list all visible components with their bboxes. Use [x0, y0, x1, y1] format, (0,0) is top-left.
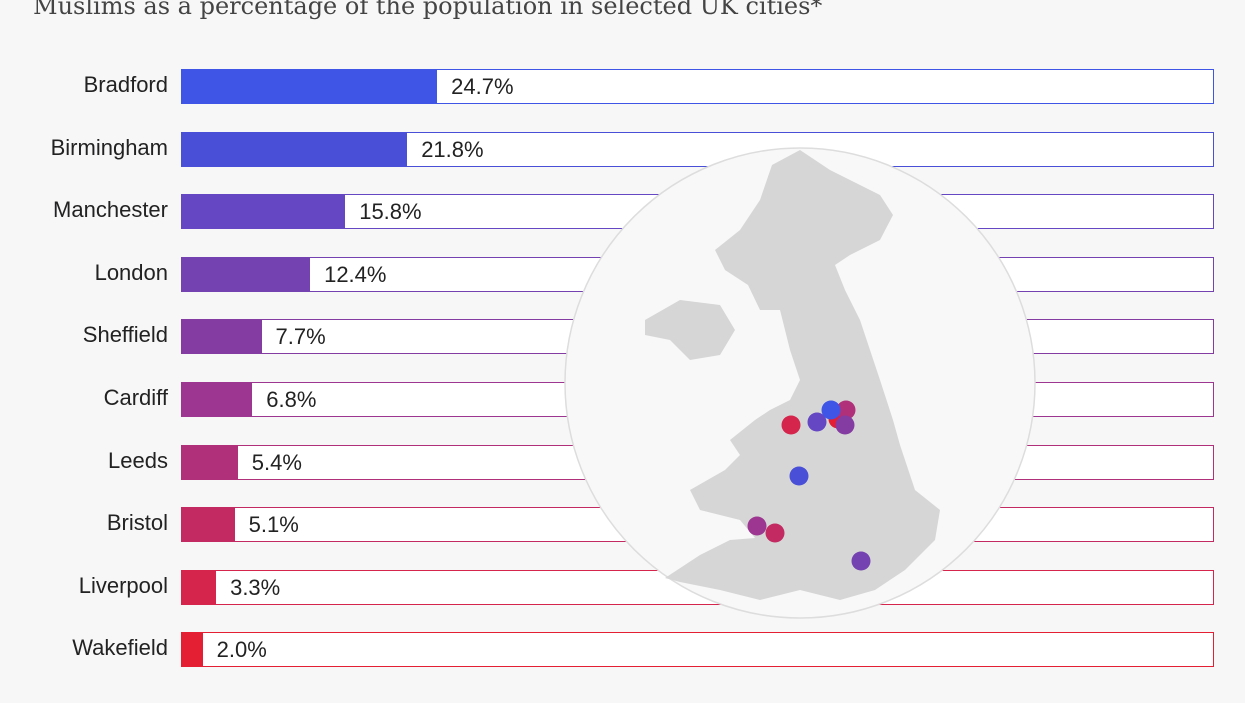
- bar-wakefield: [182, 632, 203, 668]
- category-label: Birmingham: [50, 134, 168, 160]
- category-label: Leeds: [108, 447, 168, 473]
- marker-london: [851, 551, 871, 571]
- bar-leeds: [182, 444, 238, 480]
- value-label: 12.4%: [324, 261, 387, 287]
- category-label: Bristol: [106, 510, 168, 536]
- marker-liverpool: [781, 415, 801, 435]
- value-label: 5.1%: [248, 512, 299, 538]
- bar-london: [182, 256, 311, 292]
- bar-manchester: [182, 194, 346, 230]
- bar-track: 21.8%: [181, 131, 1214, 167]
- value-label: 6.8%: [266, 387, 317, 412]
- category-label: Wakefield: [72, 635, 168, 661]
- marker-bristol: [765, 523, 785, 543]
- category-label: Sheffield: [82, 322, 168, 348]
- value-label: 21.8%: [421, 136, 484, 162]
- bar-bradford: [182, 69, 438, 104]
- category-label: Bradford: [83, 72, 168, 97]
- value-label: 24.7%: [451, 74, 514, 99]
- marker-sheffield: [835, 415, 855, 435]
- northern-ireland-shape: [645, 300, 735, 360]
- category-label: Liverpool: [78, 572, 168, 598]
- marker-bradford: [821, 400, 841, 420]
- marker-birmingham: [789, 466, 809, 486]
- city-markers: [747, 400, 871, 571]
- value-label: 7.7%: [275, 324, 326, 350]
- bar-track: 24.7%: [181, 69, 1214, 104]
- marker-cardiff: [747, 516, 767, 536]
- category-label: London: [94, 259, 168, 285]
- bar-bristol: [182, 507, 235, 543]
- great-britain-shape: [665, 150, 940, 600]
- bar-liverpool: [182, 569, 217, 605]
- marker-leeds: [836, 400, 856, 420]
- bar-track: 2.0%: [181, 632, 1214, 668]
- bar-birmingham: [182, 131, 408, 167]
- category-label: Manchester: [53, 197, 168, 223]
- chart-title: Muslims as a percentage of the populatio…: [33, 0, 823, 20]
- value-label: 2.0%: [216, 637, 267, 663]
- marker-manchester: [807, 412, 827, 432]
- bar-cardiff: [182, 382, 253, 417]
- category-label: Cardiff: [103, 385, 168, 410]
- bar-sheffield: [182, 319, 262, 355]
- value-label: 3.3%: [230, 574, 281, 600]
- value-label: 5.4%: [251, 449, 302, 475]
- value-label: 15.8%: [359, 199, 422, 225]
